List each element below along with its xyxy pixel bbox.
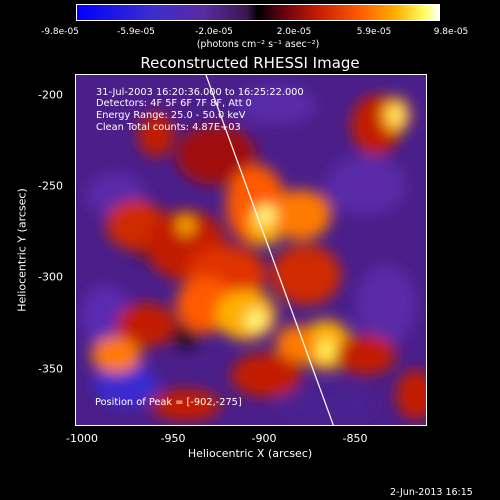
heatmap-svg <box>76 75 426 425</box>
emission-blobs <box>81 85 426 423</box>
rhessi-image <box>75 74 427 426</box>
peak-position: Position of Peak = [-902,-275] <box>95 397 242 408</box>
y-tick-label: -250 <box>38 179 63 193</box>
y-tick-label: -300 <box>38 270 63 284</box>
info-line: Clean Total counts: 4.87E+03 <box>96 122 241 133</box>
colorbar-tick: -5.9e-05 <box>117 27 155 37</box>
solar-limb-line <box>205 75 334 425</box>
colorbar-tick: 2.0e-05 <box>276 27 312 37</box>
x-axis-label: Heliocentric X (arcsec) <box>187 447 313 460</box>
plot-title: Reconstructed RHESSI Image <box>140 54 360 72</box>
y-axis-label: Heliocentric Y (arcsec) <box>15 188 29 312</box>
colorbar-tick: 9.8e-05 <box>433 27 469 37</box>
info-line: Energy Range: 25.0 - 50.0 keV <box>96 110 246 121</box>
colorbar-units: (photons cm⁻² s⁻¹ asec⁻²) <box>196 39 320 50</box>
colorbar-tick: -2.0e-05 <box>195 27 233 37</box>
colorbar <box>76 4 440 21</box>
x-tick-label: -900 <box>251 432 277 445</box>
colorbar-tick: -9.8e-05 <box>41 27 79 37</box>
info-line: 31-Jul-2003 16:20:36.000 to 16:25:22.000 <box>96 87 304 98</box>
y-tick-label: -350 <box>38 362 63 376</box>
colorbar-tick: 5.9e-05 <box>356 27 392 37</box>
x-tick-label: -1000 <box>66 432 98 445</box>
date-stamp: 2-Jun-2013 16:15 <box>390 487 473 498</box>
y-tick-label: -200 <box>38 88 63 102</box>
x-tick-label: -950 <box>160 432 186 445</box>
info-line: Detectors: 4F 5F 6F 7F 8F, Att 0 <box>96 98 252 109</box>
x-tick-label: -850 <box>342 432 368 445</box>
